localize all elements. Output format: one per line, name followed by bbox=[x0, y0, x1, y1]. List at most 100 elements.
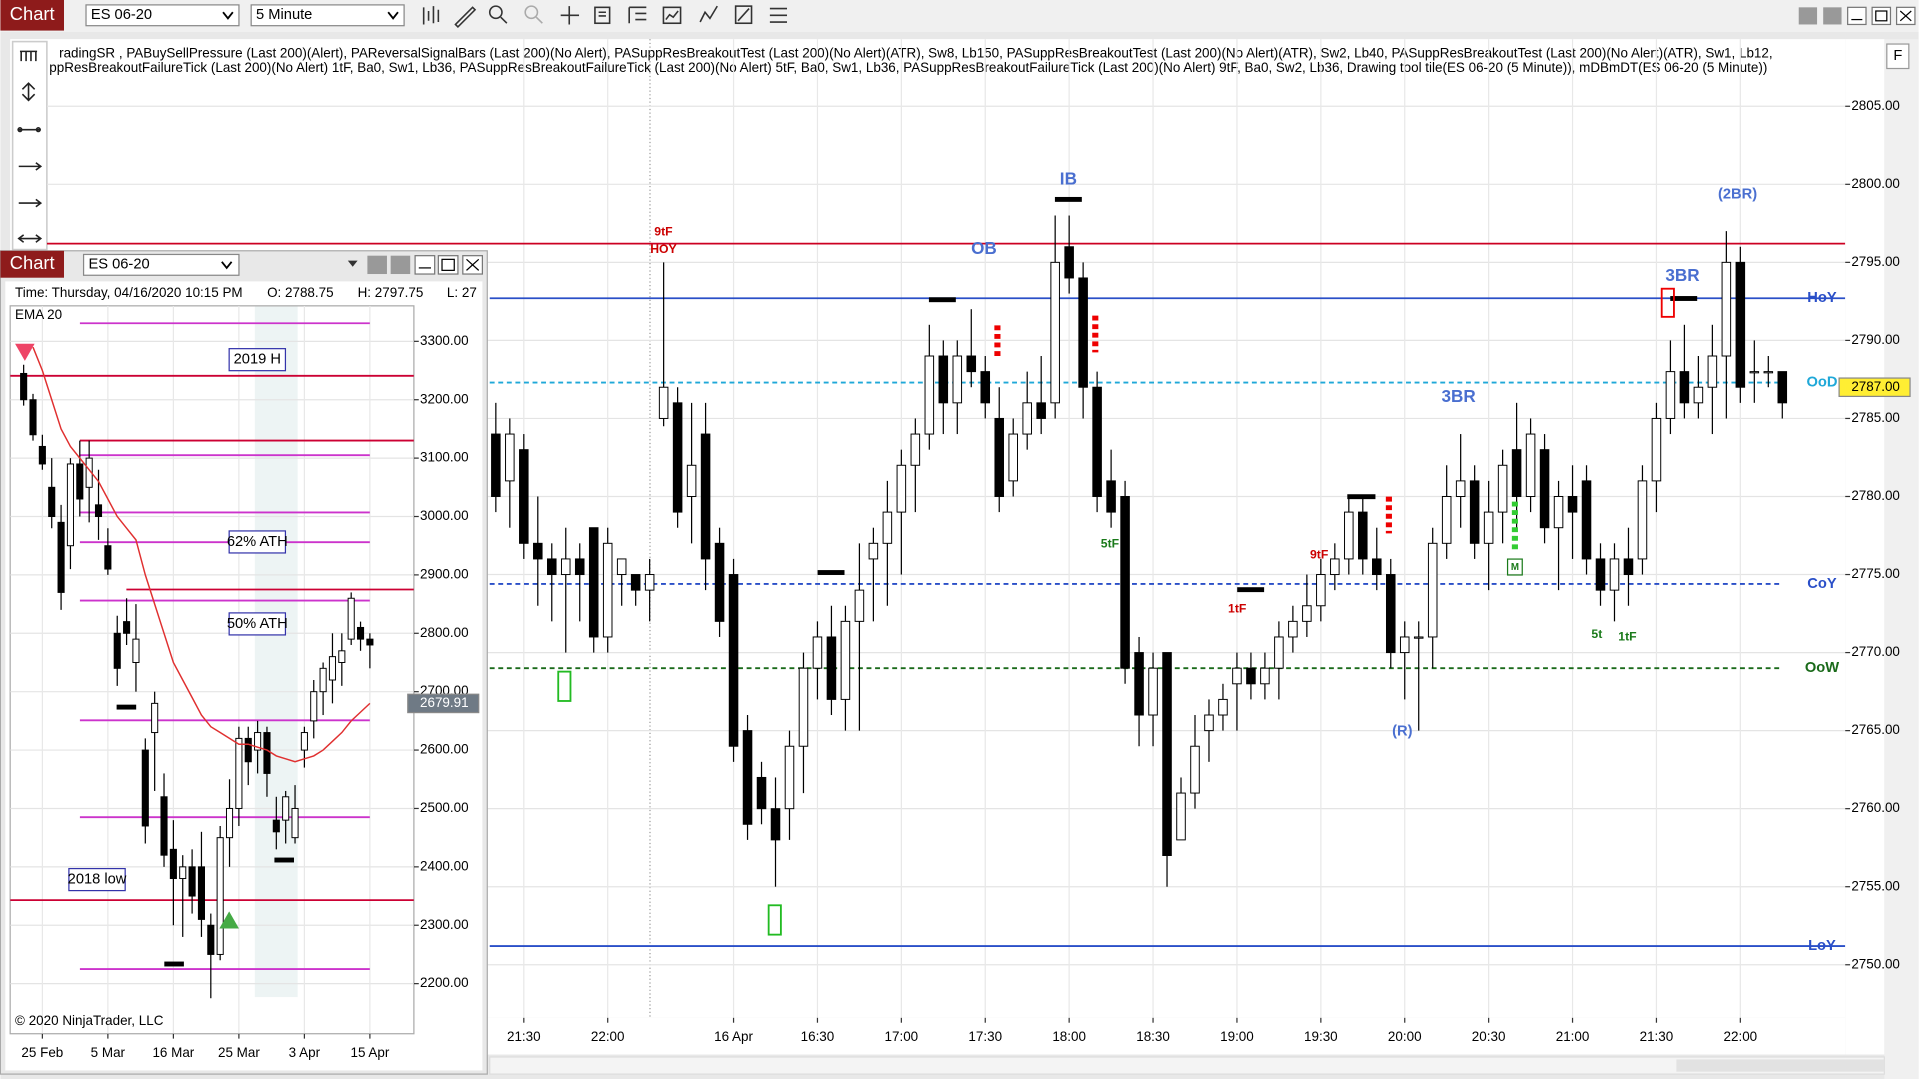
candle-body bbox=[1707, 355, 1718, 388]
candle-body bbox=[366, 638, 374, 646]
side-button[interactable] bbox=[1886, 43, 1910, 70]
inset-plot bbox=[9, 305, 415, 1035]
candle-body bbox=[1372, 558, 1382, 576]
candle-body bbox=[282, 796, 290, 821]
candle-body bbox=[1665, 371, 1676, 419]
candle-body bbox=[1176, 792, 1186, 841]
menu-arrow[interactable] bbox=[347, 260, 358, 267]
dropdown-arrow bbox=[222, 11, 234, 20]
candle-body bbox=[94, 504, 103, 518]
data-box-time: Time: Thursday, 04/16/2020 10:15 PM bbox=[15, 285, 243, 300]
main-axis: 2805.00 2800.00 2795.00 2790.00 2785.00 2780.… bbox=[507, 98, 1911, 1044]
candle-body bbox=[300, 732, 308, 751]
last-price-box bbox=[407, 693, 480, 714]
interval-select[interactable] bbox=[250, 4, 405, 27]
instrument-select[interactable] bbox=[85, 4, 240, 27]
chart-tab[interactable] bbox=[0, 250, 65, 278]
candle-body bbox=[602, 542, 613, 638]
instrument-value: ES 06-20 bbox=[91, 7, 152, 23]
candle-body bbox=[1092, 386, 1102, 497]
candle-body bbox=[924, 355, 935, 435]
candle-body bbox=[1218, 698, 1228, 716]
signal-markers bbox=[15, 343, 294, 967]
candle-body bbox=[854, 589, 865, 622]
candle-body bbox=[123, 621, 131, 634]
annotation: 1tF bbox=[1228, 601, 1247, 615]
candle-body bbox=[1413, 636, 1424, 639]
chart-tab[interactable] bbox=[0, 0, 65, 31]
annotation: 1tF bbox=[1618, 630, 1637, 644]
candle-body bbox=[505, 433, 515, 482]
scrollbar[interactable] bbox=[489, 1056, 1885, 1075]
x-tick-label: 22:00 bbox=[591, 1029, 625, 1044]
candle-body bbox=[1749, 371, 1760, 374]
candle-body bbox=[1553, 496, 1564, 529]
candle-body bbox=[644, 574, 655, 591]
candle-body bbox=[798, 667, 809, 747]
annotation: OB bbox=[971, 239, 997, 258]
x-tick-label: 17:00 bbox=[885, 1029, 919, 1044]
candle-body bbox=[66, 463, 74, 547]
annotation: 3BR bbox=[1442, 387, 1476, 406]
candle-body bbox=[1735, 261, 1746, 388]
candle-body bbox=[896, 464, 907, 513]
candle-body bbox=[1288, 620, 1298, 638]
candle-body bbox=[1120, 496, 1130, 669]
last-price-box bbox=[1838, 377, 1911, 398]
candle-body bbox=[1399, 636, 1410, 654]
candle-body bbox=[966, 355, 977, 373]
candle-body bbox=[1344, 511, 1354, 560]
candle-body bbox=[519, 449, 529, 544]
candle-body bbox=[882, 511, 893, 544]
candle-body bbox=[1469, 480, 1480, 544]
y-tick-label: 2500.00 bbox=[420, 800, 469, 815]
level-label: CoY bbox=[1807, 576, 1837, 592]
label-box bbox=[68, 867, 126, 892]
candle-body bbox=[1455, 480, 1466, 497]
candle-body bbox=[29, 399, 37, 436]
y-tick-label: 2400.00 bbox=[420, 858, 469, 873]
chart-tab-label: Chart bbox=[10, 3, 55, 24]
label-text: 2019 H bbox=[234, 352, 281, 368]
x-tick-label: 16 Mar bbox=[152, 1045, 194, 1060]
annotation: 5tF bbox=[1101, 537, 1120, 551]
candle-body bbox=[686, 464, 697, 497]
scrollbar-thumb[interactable] bbox=[1676, 1059, 1885, 1072]
x-tick-label: 20:00 bbox=[1388, 1029, 1422, 1044]
drawing-tools[interactable] bbox=[11, 40, 48, 251]
window-controls[interactable] bbox=[367, 255, 484, 275]
candle-body bbox=[20, 372, 28, 401]
inset-chart bbox=[10, 305, 414, 1034]
candle-body bbox=[547, 558, 557, 576]
instrument-select[interactable] bbox=[82, 253, 240, 276]
label-box bbox=[228, 348, 287, 372]
candle-body bbox=[770, 808, 781, 841]
candle-body bbox=[104, 545, 112, 570]
candle-body bbox=[291, 807, 299, 839]
indicator-list: ppResBreakoutFailureTick (Last 200)(No A… bbox=[49, 60, 1767, 75]
candle-body bbox=[658, 386, 669, 419]
candle-body bbox=[672, 402, 683, 513]
candle-body bbox=[151, 702, 159, 734]
candle-body bbox=[57, 521, 65, 593]
y-tick-label: 2795.00 bbox=[1851, 254, 1900, 269]
toolbar-icons[interactable] bbox=[422, 5, 788, 29]
x-tick-label: 21:30 bbox=[1640, 1029, 1674, 1044]
candle-body bbox=[1232, 667, 1242, 685]
window-controls[interactable] bbox=[1798, 6, 1916, 26]
side-strip bbox=[1884, 39, 1919, 1079]
y-tick-label: 2770.00 bbox=[1851, 644, 1900, 659]
candle-body bbox=[980, 371, 991, 404]
candle-body bbox=[491, 433, 501, 497]
candle-body bbox=[1106, 480, 1116, 513]
candle-body bbox=[1134, 652, 1144, 716]
copyright: © 2020 NinjaTrader, LLC bbox=[15, 1013, 164, 1028]
y-tick-label: 2760.00 bbox=[1851, 800, 1900, 815]
level-label: HoY bbox=[1807, 290, 1837, 306]
x-tick-label: 25 Mar bbox=[218, 1045, 260, 1060]
candle-body bbox=[938, 355, 949, 404]
candle-body bbox=[812, 636, 823, 669]
candle-body bbox=[1483, 511, 1494, 544]
candle-body bbox=[1358, 511, 1368, 560]
y-tick-label: 2765.00 bbox=[1851, 722, 1900, 737]
